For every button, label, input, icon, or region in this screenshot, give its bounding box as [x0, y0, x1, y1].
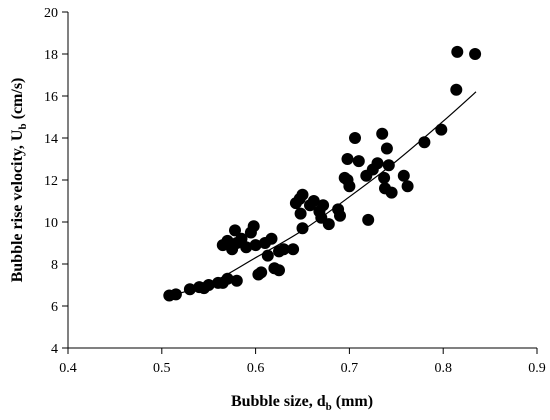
data-point — [322, 218, 335, 231]
data-point — [249, 239, 262, 252]
data-point — [451, 45, 464, 58]
fit-line — [166, 91, 477, 298]
data-point — [371, 157, 384, 170]
data-point — [287, 243, 300, 256]
data-point — [277, 243, 290, 256]
x-tick-label: 0.8 — [434, 361, 452, 376]
axes — [67, 12, 537, 349]
fit-curve — [166, 91, 477, 298]
data-point — [382, 159, 395, 172]
data-point — [255, 266, 268, 279]
data-point — [265, 232, 278, 245]
data-point — [341, 153, 354, 165]
y-tick-label: 14 — [44, 132, 58, 147]
data-points — [163, 45, 482, 302]
y-tick-label: 16 — [44, 90, 58, 105]
y-tick-label: 4 — [51, 342, 58, 357]
data-point — [169, 288, 182, 301]
data-point — [352, 155, 365, 168]
data-point — [380, 142, 393, 155]
x-tick-label: 0.6 — [247, 361, 265, 376]
data-point — [397, 169, 410, 182]
data-point — [202, 279, 215, 291]
data-point — [469, 48, 482, 60]
data-point — [343, 180, 356, 193]
data-point — [376, 127, 389, 140]
data-point — [294, 207, 307, 220]
data-point — [418, 136, 431, 149]
y-tick-label: 8 — [51, 258, 58, 273]
data-point — [296, 188, 309, 201]
y-tick-label: 18 — [44, 48, 58, 63]
data-point — [240, 241, 253, 254]
x-tick-label: 0.5 — [153, 361, 171, 376]
data-point — [221, 272, 234, 285]
data-point — [349, 132, 361, 144]
data-point — [183, 283, 196, 296]
data-point — [247, 220, 260, 233]
data-point — [362, 213, 375, 226]
data-point — [317, 199, 330, 212]
data-point — [401, 180, 414, 193]
data-point — [229, 224, 241, 237]
data-point — [378, 171, 391, 184]
data-point — [273, 264, 285, 277]
data-point — [450, 83, 463, 96]
data-point — [230, 274, 243, 287]
x-tick-label: 0.7 — [341, 361, 359, 376]
x-tick-label: 0.4 — [59, 361, 77, 376]
x-tick-label: 0.9 — [528, 361, 546, 376]
ticks: 0.4 0.5 0.6 0.7 0.8 0.9 4 6 8 10 12 14 16 18 20 — [44, 6, 546, 376]
data-point — [261, 249, 274, 262]
data-point — [296, 222, 309, 235]
data-point — [334, 209, 346, 222]
x-axis-label: Bubble size, db (mm) — [231, 393, 373, 413]
y-tick-label: 10 — [44, 216, 58, 231]
data-point — [435, 123, 448, 136]
y-tick-label: 12 — [44, 174, 58, 189]
y-tick-label: 20 — [44, 6, 58, 21]
y-tick-label: 6 — [51, 300, 58, 315]
data-point — [307, 195, 320, 207]
data-point — [385, 186, 398, 199]
y-axis-label: Bubble rise velocity, Ub (cm/s) — [9, 78, 29, 283]
